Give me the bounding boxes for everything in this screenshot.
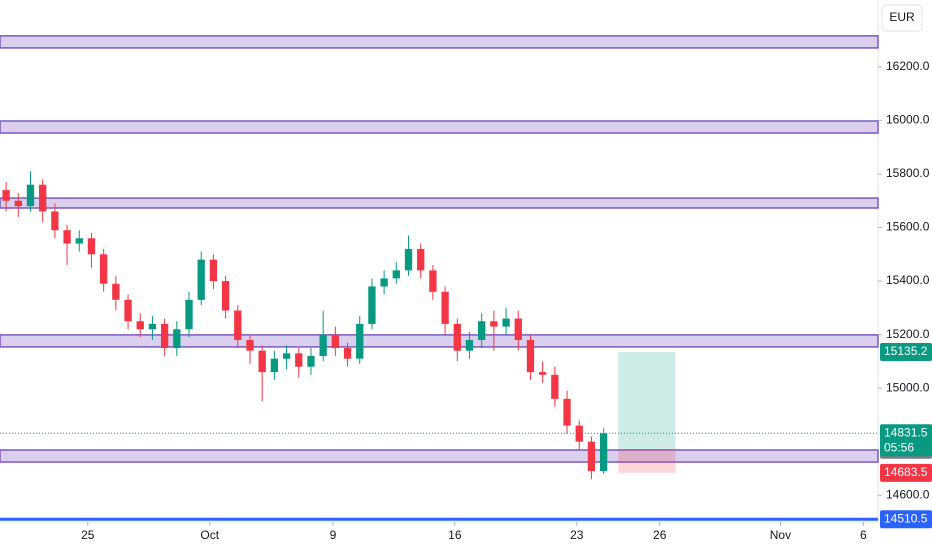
candle-body	[490, 321, 498, 327]
candle-body	[526, 339, 535, 373]
last-price-label-bg	[880, 424, 932, 457]
candle-body	[295, 353, 303, 367]
candle-body	[173, 329, 181, 348]
x-tick-label: 9	[330, 528, 337, 542]
y-tick-label: 16200.0	[886, 59, 930, 73]
y-tick-label: 15600.0	[886, 220, 930, 234]
candle-body	[270, 358, 279, 373]
candle-body	[587, 441, 596, 472]
price-label-bg	[880, 463, 932, 482]
candle-body	[185, 299, 193, 330]
candle-body	[343, 348, 352, 359]
zone	[0, 35, 879, 49]
x-tick-label: 26	[653, 528, 667, 542]
x-tick-label: Oct	[200, 528, 219, 542]
x-tick-label: 6	[860, 528, 867, 542]
candle-body	[356, 323, 364, 359]
candle-body	[99, 254, 108, 284]
candle-body	[148, 323, 157, 330]
last-price-label: 14831.5	[884, 425, 928, 439]
candle-body	[246, 339, 254, 351]
candle-body	[234, 310, 242, 340]
y-tick-label: 14600.0	[886, 487, 930, 501]
candle-body	[417, 248, 425, 271]
candle-body	[575, 425, 583, 442]
candle-body	[112, 283, 120, 300]
candle-body	[282, 353, 291, 359]
zone	[0, 334, 879, 348]
position-target	[618, 351, 676, 450]
y-tick-label: 15000.0	[886, 380, 930, 394]
candle-body	[380, 278, 388, 287]
candle-body	[51, 211, 59, 231]
price-label-bg	[880, 342, 932, 361]
position-stop	[618, 449, 676, 473]
candle-body	[331, 334, 340, 348]
candle-body	[404, 248, 413, 271]
price-label: 14510.5	[884, 511, 928, 525]
candle-body	[551, 374, 559, 399]
y-tick-label: 15200.0	[886, 327, 930, 341]
candle-body	[478, 321, 486, 340]
x-tick-label: 16	[448, 528, 462, 542]
candle-body	[599, 433, 608, 472]
currency-box[interactable]	[881, 4, 923, 32]
candle-body	[392, 270, 400, 279]
candle-body	[465, 339, 474, 351]
candle-body	[160, 323, 169, 348]
candle-body	[563, 398, 571, 426]
candle-body	[368, 286, 376, 324]
y-tick-label: 15800.0	[886, 166, 930, 180]
candle-body	[429, 270, 437, 292]
price-label: 15135.2	[884, 344, 928, 358]
candle-body	[258, 350, 266, 373]
candle-body	[197, 259, 205, 300]
price-label: 14683.5	[884, 465, 928, 479]
candle-body	[63, 230, 71, 244]
x-tick-label: Nov	[770, 528, 791, 542]
candle-body	[124, 299, 132, 322]
candle-body	[307, 356, 315, 367]
candle-body	[26, 184, 35, 207]
candle-body	[319, 334, 327, 357]
candle-body	[136, 321, 144, 330]
candle-body	[441, 291, 449, 324]
candle-body	[14, 200, 22, 207]
candle-body	[538, 372, 547, 375]
zone	[0, 197, 879, 209]
candle-body	[221, 281, 230, 311]
x-tick-label: 25	[81, 528, 95, 542]
candle-body	[2, 190, 10, 201]
candle-body	[514, 318, 522, 340]
candle-body	[39, 184, 47, 212]
zone	[0, 120, 879, 134]
candle-body	[209, 259, 218, 282]
candle-body	[453, 323, 461, 351]
candle-body	[502, 318, 510, 327]
x-tick-label: 23	[570, 528, 584, 542]
countdown: 05:56	[884, 440, 914, 454]
y-tick-label: 15400.0	[886, 273, 930, 287]
candle-body	[75, 238, 83, 244]
candle-body	[87, 238, 96, 255]
currency[interactable]: EUR	[889, 10, 915, 24]
y-tick-label: 16000.0	[886, 113, 930, 127]
price-label-bg	[880, 510, 932, 529]
zone	[0, 449, 879, 463]
